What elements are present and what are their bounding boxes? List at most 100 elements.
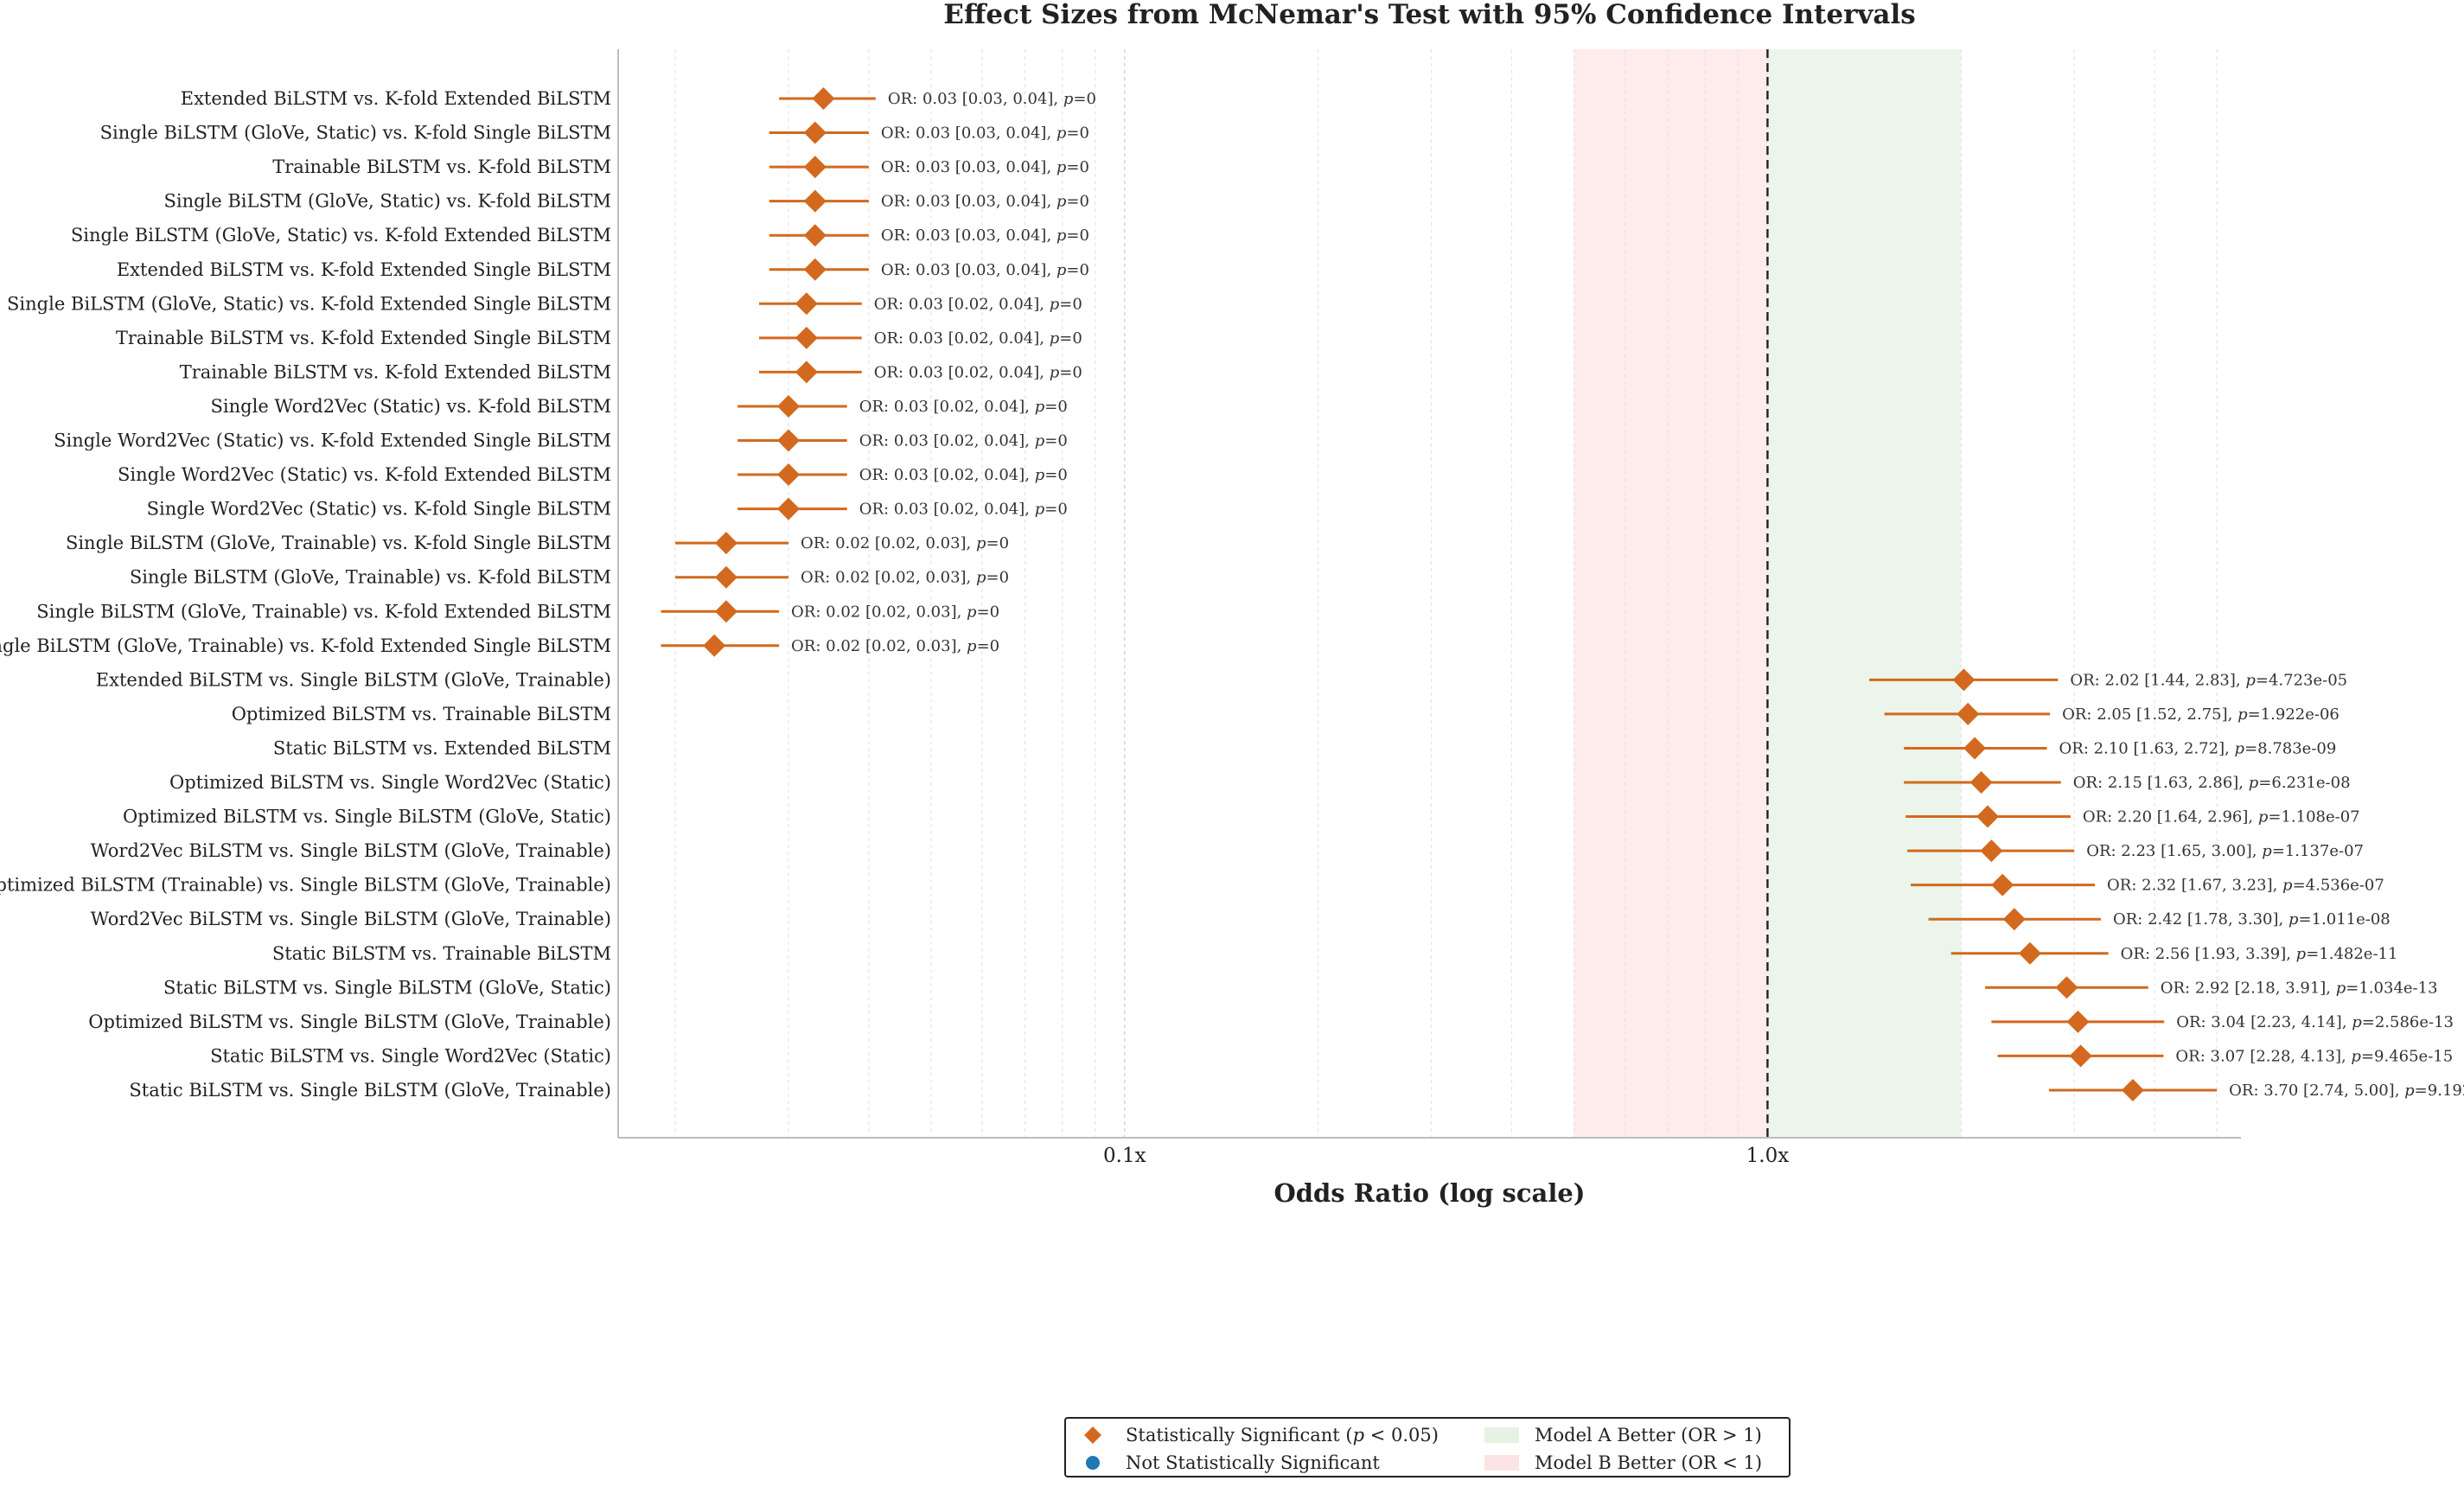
- annotation-stats: OR: 2.42 [1.78, 3.30],: [2113, 910, 2288, 929]
- p-symbol: p: [1056, 193, 1067, 211]
- row-label: Optimized BiLSTM vs. Trainable BiLSTM: [232, 704, 611, 724]
- annotation-stats: OR: 0.03 [0.02, 0.04],: [874, 295, 1050, 313]
- p-symbol: p: [1050, 295, 1060, 313]
- row-label: Static BiLSTM vs. Single Word2Vec (Stati…: [210, 1045, 611, 1066]
- p-symbol: p: [1063, 90, 1074, 108]
- p-equals: =: [977, 603, 990, 621]
- row-label: Static BiLSTM vs. Single BiLSTM (GloVe, …: [129, 1080, 611, 1101]
- point-estimate-diamond: [803, 224, 827, 247]
- point-estimate-diamond: [1980, 839, 2003, 863]
- point-estimate-diamond: [777, 429, 801, 452]
- p-equals: =: [2362, 1013, 2375, 1031]
- p-value: 1.137e-07: [2285, 842, 2364, 860]
- row-annotation: OR: 0.03 [0.02, 0.04], p=0: [859, 501, 1068, 519]
- row-label: Word2Vec BiLSTM vs. Single BiLSTM (GloVe…: [91, 840, 611, 861]
- row-label: Static BiLSTM vs. Extended BiLSTM: [273, 737, 611, 758]
- p-symbol: p: [1035, 466, 1045, 484]
- p-equals: =: [2256, 671, 2269, 689]
- annotation-stats: OR: 0.03 [0.02, 0.04],: [859, 432, 1035, 450]
- annotation-stats: OR: 0.03 [0.02, 0.04],: [874, 329, 1050, 348]
- annotation-stats: OR: 0.03 [0.03, 0.04],: [881, 261, 1056, 279]
- point-estimate-diamond: [803, 258, 827, 281]
- p-symbol: p: [1056, 261, 1067, 279]
- legend-label-post: < 0.05): [1364, 1425, 1439, 1446]
- annotation-stats: OR: 2.56 [1.93, 3.39],: [2121, 945, 2296, 963]
- row-label: Extended BiLSTM vs. Single BiLSTM (GloVe…: [96, 669, 611, 690]
- row-annotation: OR: 2.42 [1.78, 3.30], p=1.011e-08: [2113, 910, 2391, 929]
- point-estimate-diamond: [2121, 1078, 2144, 1101]
- row-label: Single BiLSTM (GloVe, Trainable) vs. K-f…: [36, 601, 611, 622]
- row-annotation: OR: 0.03 [0.02, 0.04], p=0: [859, 398, 1068, 416]
- p-value: 0: [1072, 295, 1082, 313]
- p-symbol: p: [2245, 671, 2256, 689]
- annotation-stats: OR: 2.32 [1.67, 3.23],: [2107, 877, 2282, 895]
- row-label: Single BiLSTM (GloVe, Static) vs. K-fold…: [71, 225, 611, 246]
- p-value: 0: [1057, 432, 1067, 450]
- p-value: 0: [1057, 398, 1067, 416]
- row-label: Trainable BiLSTM vs. K-fold Extended Sin…: [116, 328, 611, 348]
- p-equals: =: [1059, 363, 1072, 381]
- annotation-stats: OR: 2.92 [2.18, 3.91],: [2161, 979, 2336, 997]
- row-label: Word2Vec BiLSTM vs. Single BiLSTM (GloVe…: [91, 909, 611, 929]
- p-symbol: p: [2288, 910, 2299, 929]
- p-value: 0: [999, 569, 1009, 587]
- p-equals: =: [2361, 1047, 2374, 1065]
- annotation-stats: OR: 0.03 [0.02, 0.04],: [859, 466, 1035, 484]
- p-equals: =: [2306, 945, 2319, 963]
- p-value: 0: [990, 603, 999, 621]
- legend-label: Model A Better (OR > 1): [1535, 1425, 1762, 1446]
- p-symbol: p: [1050, 329, 1060, 348]
- p-symbol: p: [2235, 739, 2245, 757]
- row-label: Single BiLSTM (GloVe, Trainable) vs. K-f…: [66, 533, 611, 553]
- model-a-better-band: [1767, 49, 1962, 1138]
- row-annotation: OR: 3.04 [2.23, 4.14], p=2.586e-13: [2176, 1013, 2454, 1031]
- row-annotation: OR: 0.03 [0.02, 0.04], p=0: [859, 466, 1068, 484]
- p-equals: =: [1066, 193, 1079, 211]
- p-value: 0: [1072, 363, 1082, 381]
- row-label: Extended BiLSTM vs. K-fold Extended BiLS…: [181, 88, 611, 109]
- point-estimate-diamond: [1991, 873, 2014, 897]
- p-value: 6.231e-08: [2271, 774, 2350, 792]
- p-symbol: p: [967, 603, 977, 621]
- p-symbol: p: [2249, 774, 2259, 792]
- point-estimate-diamond: [777, 394, 801, 418]
- point-estimate-diamond: [795, 361, 818, 384]
- point-estimate-diamond: [714, 600, 737, 623]
- p-equals: =: [2272, 842, 2285, 860]
- annotation-stats: OR: 0.03 [0.03, 0.04],: [881, 158, 1056, 176]
- p-value: 1.034e-13: [2359, 979, 2437, 997]
- p-symbol: p: [1050, 363, 1060, 381]
- p-symbol: p: [2296, 945, 2307, 963]
- row-label: Optimized BiLSTM (Trainable) vs. Single …: [0, 875, 611, 896]
- point-estimate-diamond: [1969, 771, 1993, 794]
- p-value: 0: [1080, 158, 1089, 176]
- p-value: 0: [1080, 227, 1089, 245]
- row-annotation: OR: 0.03 [0.02, 0.04], p=0: [874, 329, 1082, 348]
- p-value: 0: [1080, 261, 1089, 279]
- row-annotation: OR: 0.03 [0.02, 0.04], p=0: [859, 432, 1068, 450]
- x-axis-label: Odds Ratio (log scale): [1273, 1178, 1585, 1208]
- point-estimate-diamond: [714, 532, 737, 555]
- annotation-stats: OR: 2.10 [1.63, 2.72],: [2059, 739, 2235, 757]
- row-label: Static BiLSTM vs. Trainable BiLSTM: [272, 943, 611, 964]
- p-symbol: p: [2404, 1082, 2415, 1100]
- p-equals: =: [2293, 877, 2306, 895]
- p-symbol: p: [1056, 158, 1067, 176]
- row-label: Single Word2Vec (Static) vs. K-fold Exte…: [118, 464, 611, 485]
- row-label: Single BiLSTM (GloVe, Trainable) vs. K-f…: [130, 567, 611, 588]
- p-equals: =: [1044, 501, 1057, 519]
- p-symbol: p: [976, 569, 986, 587]
- p-value: 0: [1086, 90, 1095, 108]
- point-estimate-diamond: [777, 497, 801, 520]
- legend-patch-icon: [1484, 1427, 1519, 1443]
- row-annotation: OR: 0.02 [0.02, 0.03], p=0: [801, 534, 1009, 552]
- p-equals: =: [1059, 295, 1072, 313]
- p-symbol: p: [2262, 842, 2272, 860]
- row-annotation: OR: 2.32 [1.67, 3.23], p=4.536e-07: [2107, 877, 2384, 895]
- row-label: Trainable BiLSTM vs. K-fold BiLSTM: [272, 156, 611, 177]
- row-label: Optimized BiLSTM vs. Single Word2Vec (St…: [169, 772, 611, 793]
- point-estimate-diamond: [2055, 976, 2078, 999]
- row-label: Extended BiLSTM vs. K-fold Extended Sing…: [117, 259, 611, 280]
- point-estimate-diamond: [714, 565, 737, 589]
